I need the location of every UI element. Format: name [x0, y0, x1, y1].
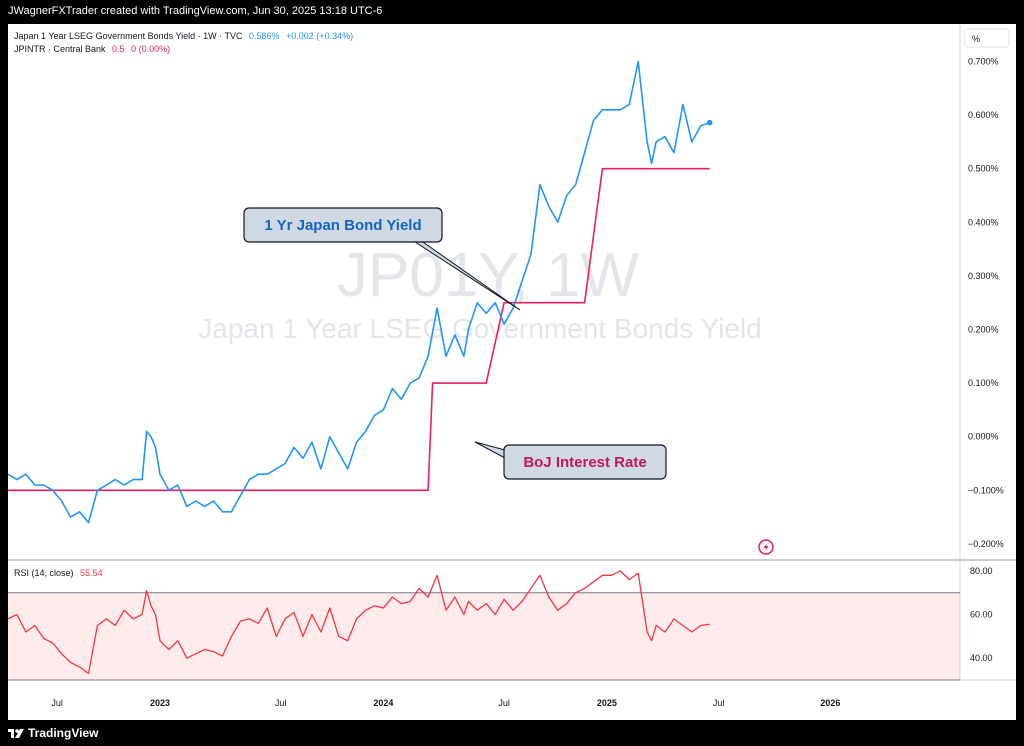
tradingview-logo-text: TradingView [28, 726, 99, 740]
footer-bar: TradingView [0, 722, 1024, 746]
rsi-legend-label: RSI (14, close) [14, 568, 74, 578]
bond-yield-line [7, 60, 710, 524]
watermark-symbol: JP01Y, 1W [337, 241, 640, 310]
price-axis-tick-label: −0.200% [968, 539, 1004, 549]
price-axis-tick-label: 0.700% [968, 57, 999, 67]
rsi-legend-value: 55.54 [80, 568, 103, 578]
time-axis-tick-label: 2023 [150, 698, 170, 708]
price-axis-tick-label: 0.300% [968, 271, 999, 281]
boj-callout-pointer [474, 441, 506, 459]
central-bank-rate-line [8, 167, 710, 492]
time-axis-tick-label: 2025 [597, 698, 617, 708]
time-axis-tick-label: Jul [713, 698, 725, 708]
rsi-line [7, 570, 710, 675]
boj-rate-callout[interactable] [503, 444, 667, 480]
time-axis-tick-label: Jul [498, 698, 510, 708]
legend-series2-change: 0 (0.00%) [131, 44, 170, 54]
chart-frame: JP01Y, 1W Japan 1 Year LSEG Government B… [7, 24, 1016, 720]
time-axis-tick-label: 2026 [820, 698, 840, 708]
attribution-text: JWagnerFXTrader created with TradingView… [8, 5, 383, 17]
legend-series1: Japan 1 Year LSEG Government Bonds Yield… [14, 31, 353, 41]
lightning-icon[interactable] [758, 539, 774, 555]
watermark-name: Japan 1 Year LSEG Government Bonds Yield [198, 313, 762, 344]
boj-rate-callout-text: BoJ Interest Rate [523, 454, 646, 471]
tradingview-logo[interactable]: TradingView [8, 726, 98, 740]
price-axis-tick-label: 0.100% [968, 378, 999, 388]
legend-series1-prefix: Japan 1 Year LSEG Government Bonds Yield… [14, 31, 243, 41]
price-axis-tick-label: 0.200% [968, 325, 999, 335]
rsi-axis-tick-label: 80.00 [970, 566, 993, 576]
scale-unit-label: % [972, 34, 980, 44]
legend-series1-value: 0.586% [249, 31, 280, 41]
series-layer [7, 60, 710, 675]
rsi-axis-tick-label: 40.00 [970, 653, 993, 663]
legend-series2-value: 0.5 [112, 44, 125, 54]
bond-yield-callout[interactable] [243, 207, 443, 243]
rsi-axis-tick-label: 60.00 [970, 610, 993, 620]
bond-yield-callout-text: 1 Yr Japan Bond Yield [264, 217, 421, 234]
time-axis-tick-label: 2024 [373, 698, 393, 708]
attribution-bar: JWagnerFXTrader created with TradingView… [0, 0, 1024, 24]
tradingview-logo-icon [8, 729, 24, 738]
legend-series2: JPINTR · Central Bank 0.5 0 (0.00%) [14, 44, 170, 54]
legend-series2-prefix: JPINTR · Central Bank [14, 44, 106, 54]
last-value-marker [706, 119, 713, 126]
scale-unit-button[interactable] [964, 28, 1010, 48]
price-axis-tick-label: −0.100% [968, 485, 1004, 495]
chart-svg[interactable]: JP01Y, 1W Japan 1 Year LSEG Government B… [7, 24, 1016, 720]
price-axis-tick-label: 0.500% [968, 164, 999, 174]
price-axis-tick-label: 0.400% [968, 217, 999, 227]
price-axis-tick-label: 0.000% [968, 432, 999, 442]
rsi-band-fill [8, 592, 960, 680]
legend-series1-change: +0.002 (+0.34%) [286, 31, 353, 41]
axis-layer: 0.700% 0.600% 0.500% 0.400% 0.300% 0.200% 0.10… [51, 57, 1003, 708]
time-axis-tick-label: Jul [51, 698, 63, 708]
time-axis-tick-label: Jul [275, 698, 287, 708]
rsi-legend: RSI (14, close) 55.54 [14, 568, 103, 578]
price-axis-tick-label: 0.600% [968, 110, 999, 120]
